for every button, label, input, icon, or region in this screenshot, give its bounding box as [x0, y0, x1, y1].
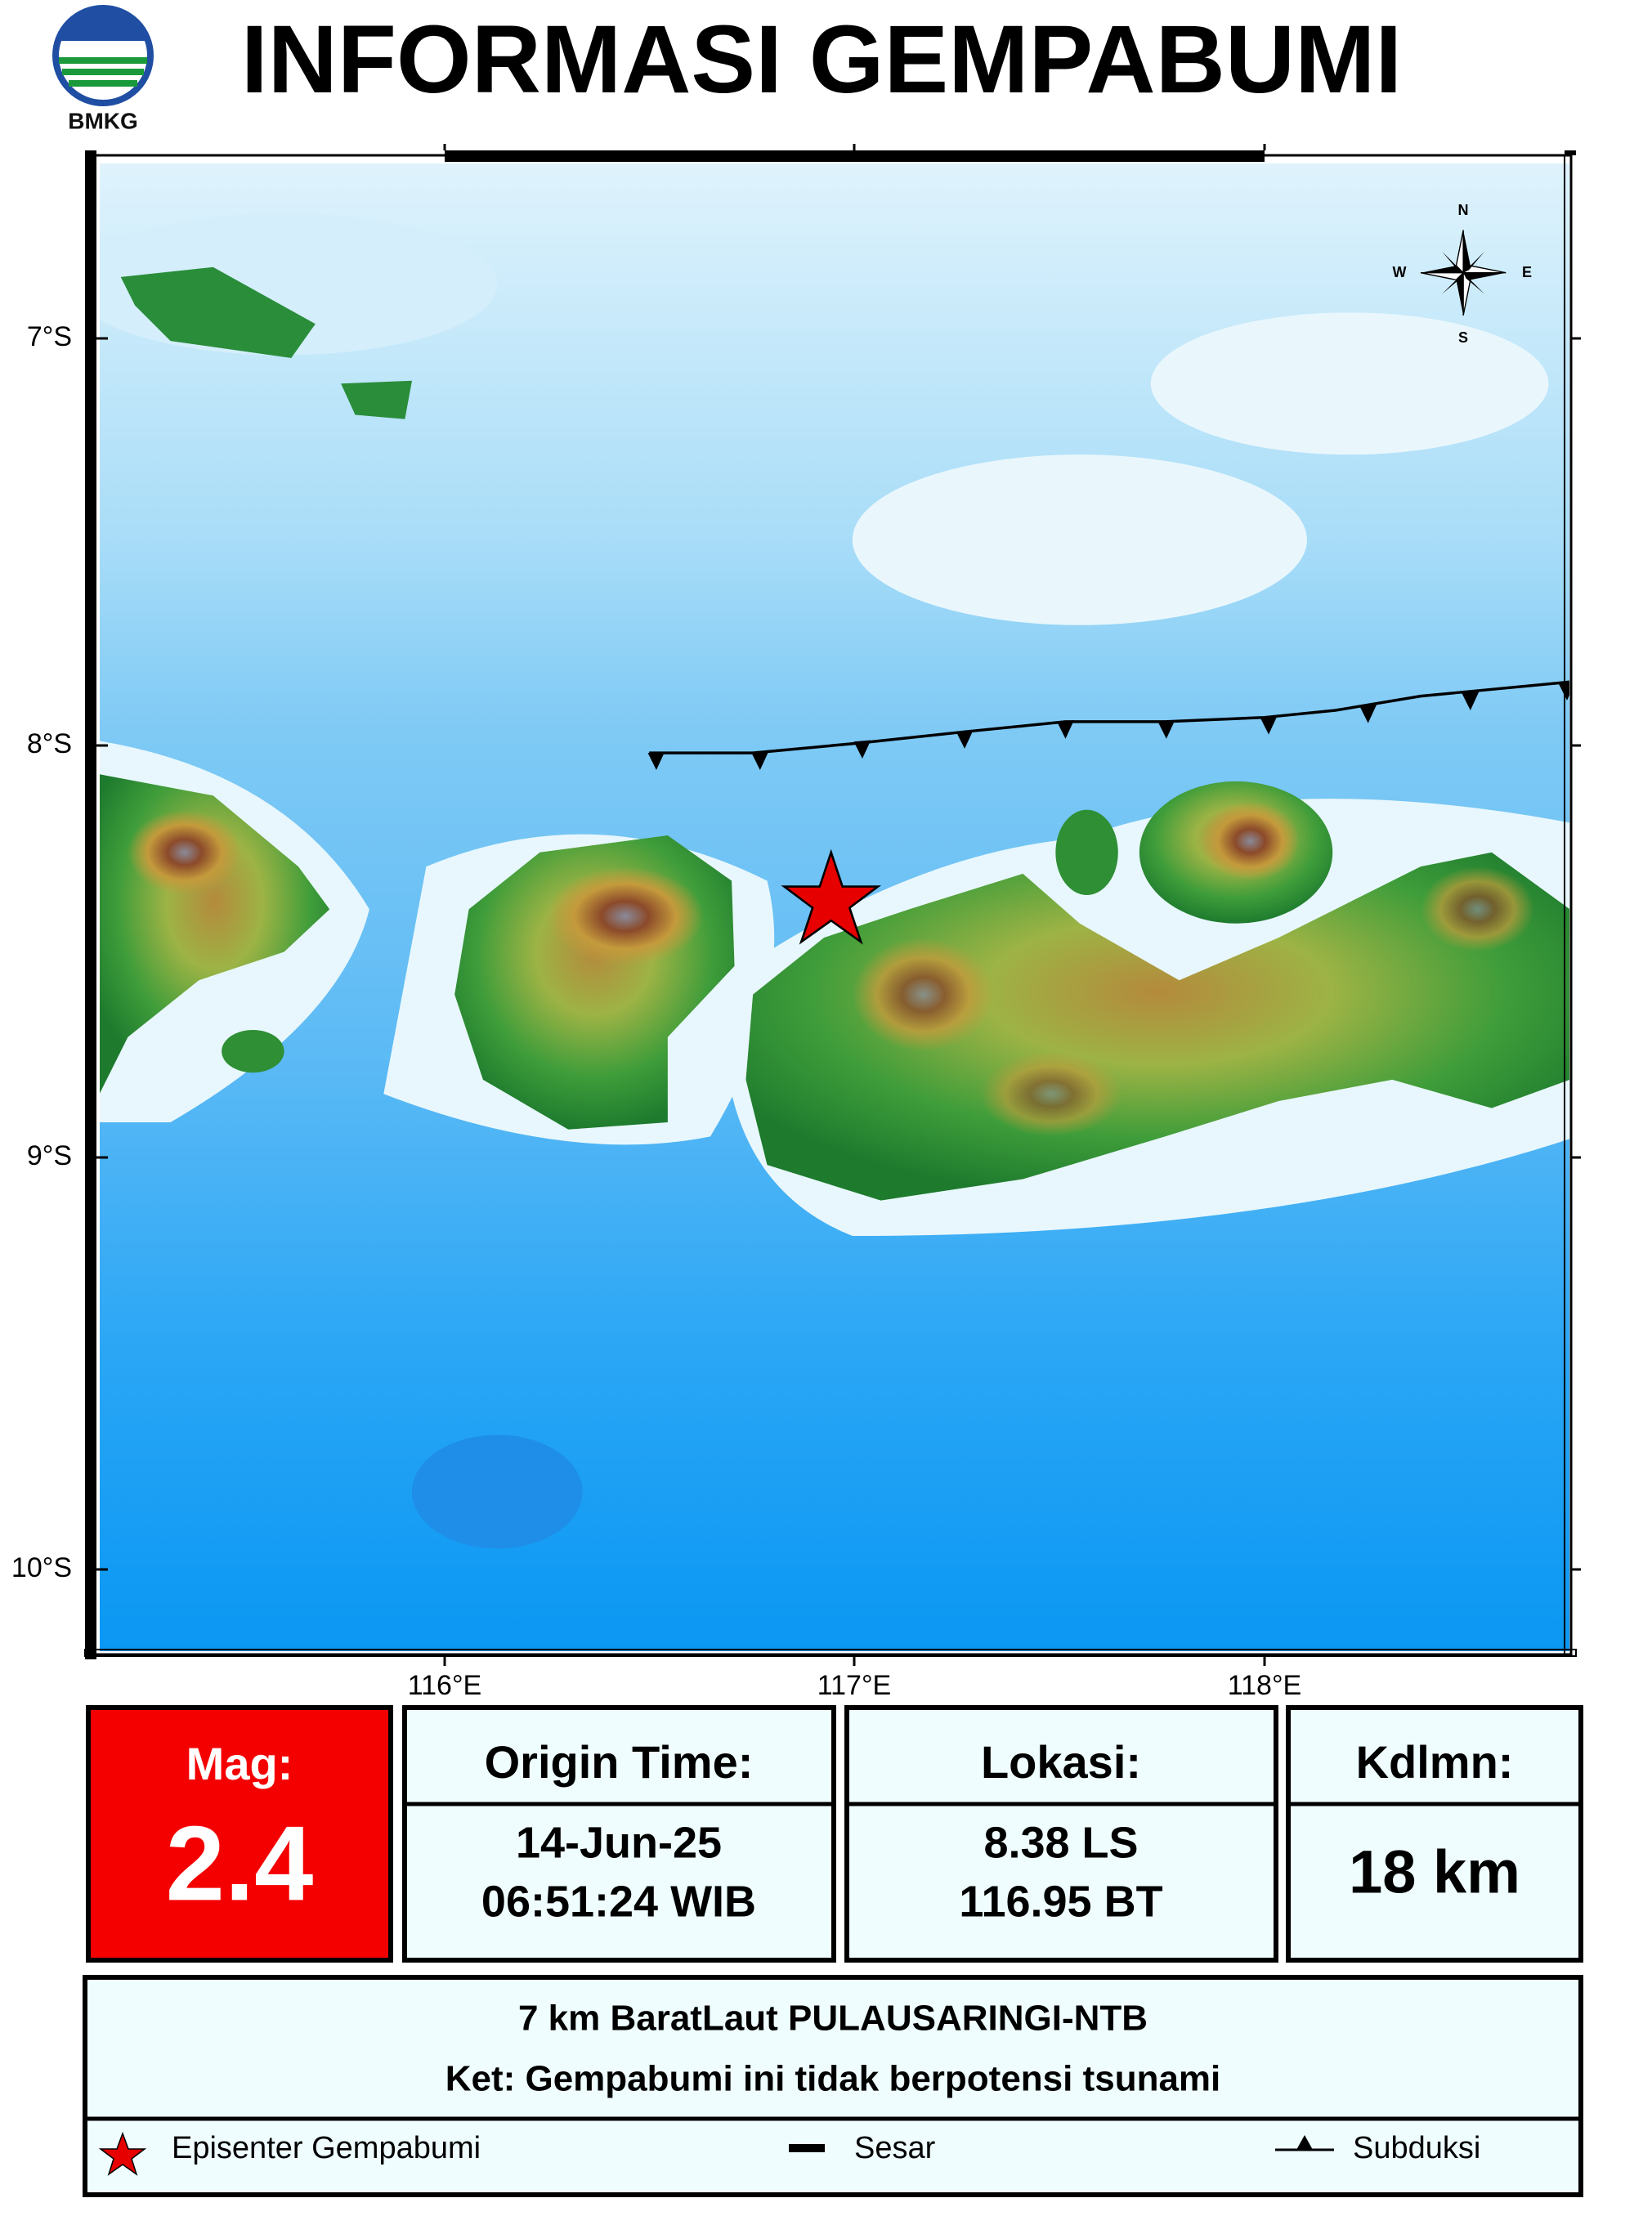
depth-box — [1286, 1705, 1583, 1963]
magnitude-box — [86, 1705, 393, 1963]
origin-date: 14-Jun-25 — [516, 1818, 722, 1867]
lon-label: 117°E — [817, 1670, 891, 1701]
subduction-tooth — [1057, 720, 1074, 739]
legend-star — [98, 2131, 147, 2176]
lon-label: 118°E — [1228, 1670, 1301, 1701]
lat-label: 8°S — [27, 728, 72, 759]
description-box — [83, 1975, 1583, 2197]
lat-label: 10°S — [11, 1552, 72, 1583]
subduction-tooth — [1359, 705, 1377, 723]
origin-box — [402, 1705, 836, 1963]
location-box — [844, 1705, 1278, 1963]
location-label: Lokasi: — [981, 1736, 1141, 1788]
location-lon: 116.95 BT — [959, 1877, 1162, 1926]
legend-label: Episenter Gempabumi — [172, 2131, 481, 2165]
origin-label: Origin Time: — [485, 1736, 754, 1788]
legend-label: Sesar — [854, 2131, 936, 2165]
depth-value: 18 km — [1349, 1838, 1520, 1906]
origin-time: 06:51:24 WIB — [481, 1877, 756, 1926]
compass-s: S — [1458, 329, 1468, 346]
subduction-tooth — [956, 730, 974, 749]
subduction-tooth — [1157, 720, 1175, 739]
legend-label: Subduksi — [1353, 2131, 1480, 2165]
logo-text: BMKG — [68, 108, 138, 133]
depth-label: Kdlmn: — [1356, 1736, 1514, 1788]
compass-e: E — [1522, 264, 1532, 280]
lon-label: 116°E — [408, 1670, 481, 1701]
lat-label: 7°S — [27, 321, 72, 352]
subduction-tooth — [751, 751, 769, 770]
mag-value: 2.4 — [166, 1803, 314, 1923]
subduction-tooth — [1462, 692, 1480, 710]
map: N S E W — [100, 163, 1569, 1651]
description-location: 7 km BaratLaut PULAUSARINGI-NTB — [518, 1999, 1148, 2039]
compass-w: W — [1393, 264, 1407, 280]
subduction-tooth — [853, 740, 871, 759]
lat-label: 9°S — [27, 1140, 72, 1171]
mag-label: Mag: — [186, 1738, 293, 1789]
description-note: Ket: Gempabumi ini tidak berpotensi tsun… — [445, 2059, 1221, 2099]
logo: BMKG — [52, 5, 154, 133]
subduction-tooth — [647, 751, 665, 770]
compass-n: N — [1458, 202, 1469, 218]
legend-fault — [789, 2144, 825, 2152]
location-lat: 8.38 LS — [983, 1818, 1138, 1867]
title: INFORMASI GEMPABUMI — [241, 6, 1402, 114]
subduction-tooth — [1260, 715, 1278, 735]
